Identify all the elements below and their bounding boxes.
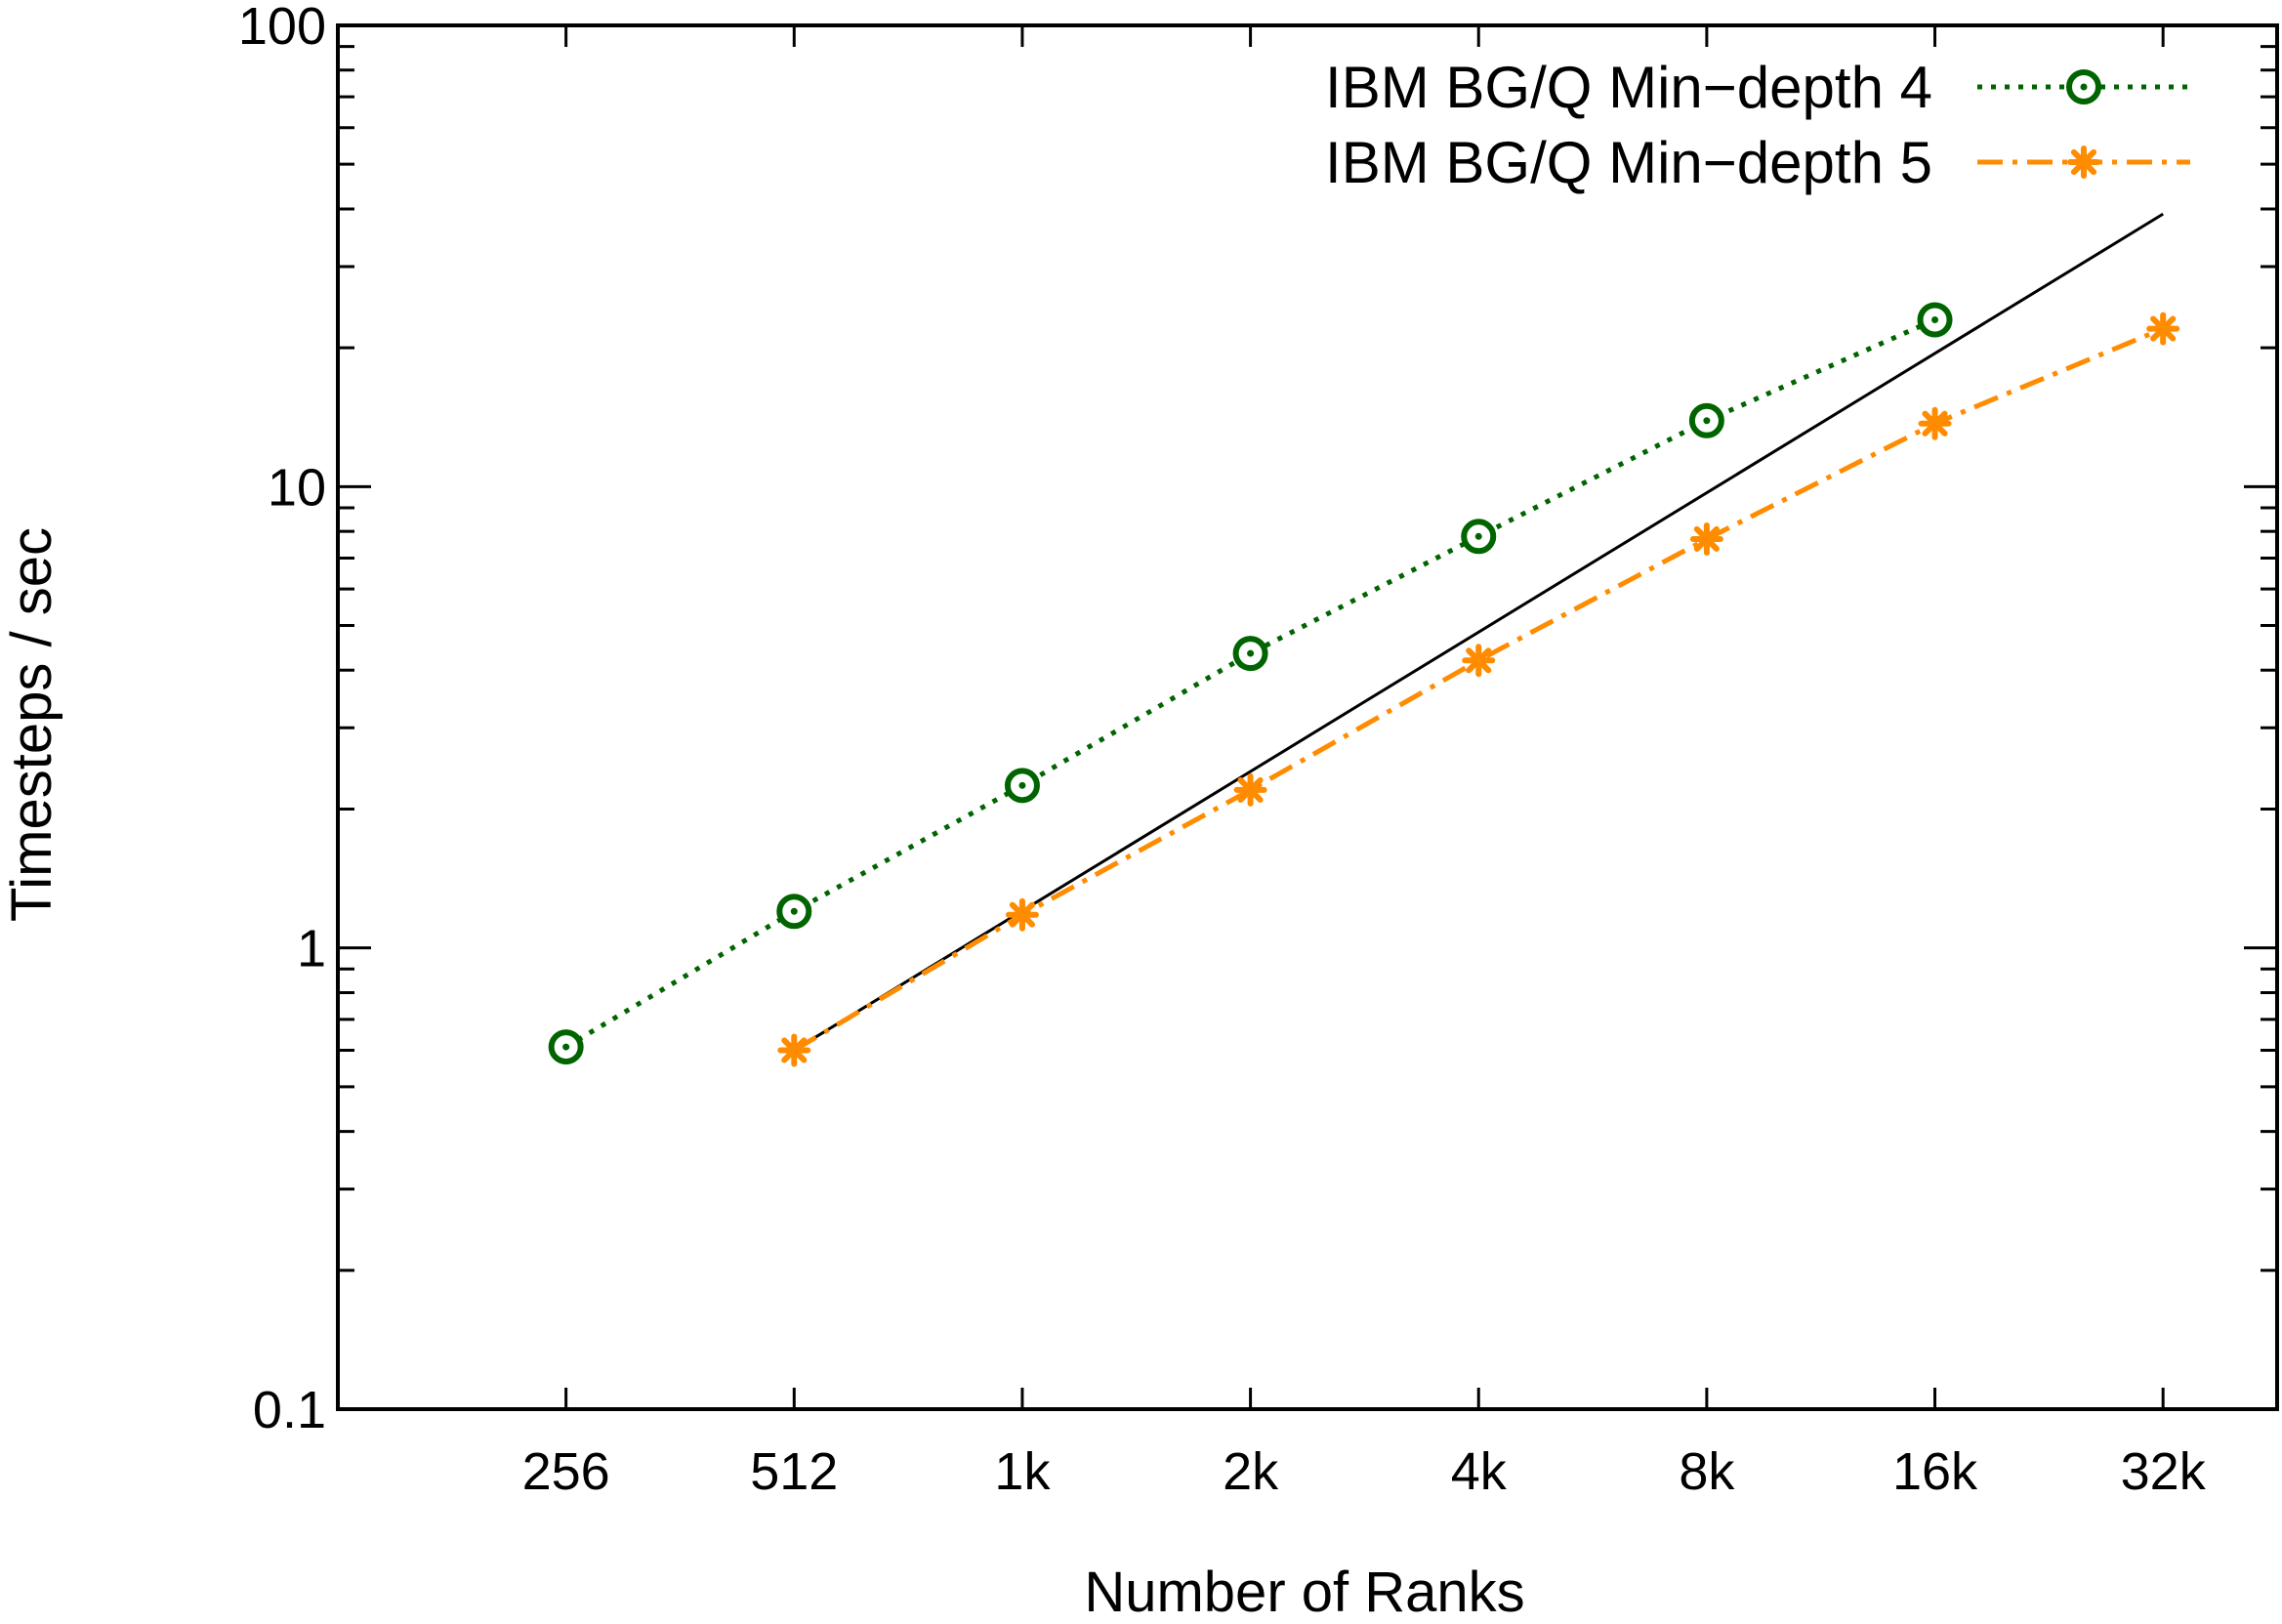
marker-dot (562, 1043, 570, 1051)
series-1-point (1461, 519, 1497, 555)
marker-dot (1931, 315, 1939, 323)
series-2-point (1233, 772, 1267, 807)
series-1-point (1688, 402, 1724, 438)
legend-label-2: IBM BG/Q Min−depth 5 (1325, 130, 1932, 195)
series-1-point (776, 894, 812, 930)
series-1-point (1917, 302, 1953, 338)
x-tick-label: 2k (1223, 1442, 1279, 1501)
marker-dot (1474, 532, 1482, 540)
legend-label-1: IBM BG/Q Min−depth 4 (1325, 55, 1932, 120)
y-tick-label: 1 (297, 920, 326, 979)
y-tick-label: 0.1 (253, 1381, 326, 1439)
marker-dot (790, 907, 798, 915)
x-tick-label: 4k (1451, 1442, 1508, 1501)
x-tick-label: 1k (994, 1442, 1051, 1501)
ideal-scaling-line (793, 212, 2164, 1052)
legend: IBM BG/Q Min−depth 4 IBM BG/Q Min−depth 5 (1325, 55, 2190, 195)
series-1-point (548, 1029, 584, 1065)
series-2-point (1918, 406, 1952, 440)
marker-dot (1703, 417, 1711, 425)
series-2-point (1005, 897, 1039, 932)
series-2-point (1689, 521, 1723, 556)
x-tick-label: 32k (2121, 1442, 2207, 1501)
marker-dot (2080, 83, 2088, 91)
series-1-point (1232, 636, 1268, 672)
x-tick-label: 8k (1679, 1442, 1735, 1501)
y-tick-label: 10 (268, 458, 326, 517)
series-layer (548, 302, 2180, 1067)
series-1-line (564, 317, 1936, 1050)
reference-line-layer (793, 212, 2164, 1052)
x-axis-title: Number of Ranks (1084, 1561, 1524, 1624)
legend-marker-2 (2067, 146, 2100, 179)
x-tick-label: 256 (522, 1442, 610, 1501)
x-tick-label: 16k (1892, 1442, 1978, 1501)
series-2-point (1462, 644, 1496, 678)
plot-frame (336, 23, 2279, 1411)
series-1-point (1004, 768, 1040, 804)
y-axis-title: Timesteps / sec (0, 527, 63, 922)
series-2-line (793, 326, 2165, 1053)
series-2-point (2146, 312, 2180, 346)
ticks-layer: 256 512 1k 2k 4k 8k 16k 32k 0.1 1 10 100 (238, 0, 2277, 1501)
marker-dot (1247, 649, 1255, 657)
series-2-point (777, 1033, 811, 1067)
y-tick-label: 100 (238, 0, 326, 56)
x-tick-label: 512 (750, 1442, 838, 1501)
marker-dot (1018, 781, 1026, 789)
legend-marker-1 (2066, 69, 2101, 104)
